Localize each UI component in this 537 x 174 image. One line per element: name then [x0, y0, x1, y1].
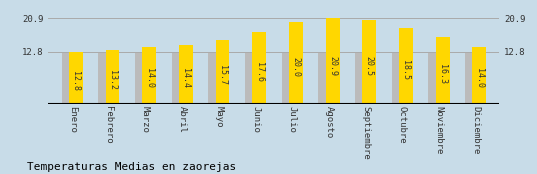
Text: 15.7: 15.7: [218, 65, 227, 85]
Text: 20.9: 20.9: [328, 56, 337, 76]
Bar: [106, 50, 119, 104]
Bar: [69, 52, 83, 104]
Bar: [436, 37, 449, 104]
Bar: [362, 20, 376, 104]
Bar: [179, 45, 193, 104]
Bar: [135, 53, 149, 104]
Text: 16.3: 16.3: [438, 64, 447, 84]
Text: 12.8: 12.8: [71, 71, 81, 91]
Bar: [325, 18, 339, 104]
Bar: [171, 53, 185, 104]
Bar: [399, 28, 413, 104]
Text: 20.0: 20.0: [292, 57, 300, 77]
Bar: [252, 32, 266, 104]
Bar: [281, 53, 295, 104]
Text: 20.5: 20.5: [365, 56, 374, 76]
Text: 14.0: 14.0: [144, 68, 154, 88]
Bar: [62, 53, 76, 104]
Bar: [465, 53, 479, 104]
Text: 18.5: 18.5: [401, 60, 410, 80]
Text: 14.4: 14.4: [182, 68, 190, 88]
Bar: [142, 47, 156, 104]
Bar: [318, 53, 332, 104]
Bar: [98, 53, 112, 104]
Text: 13.2: 13.2: [108, 70, 117, 90]
Bar: [472, 47, 486, 104]
Bar: [391, 53, 405, 104]
Bar: [208, 53, 222, 104]
Bar: [429, 53, 442, 104]
Text: 17.6: 17.6: [255, 62, 264, 82]
Text: Temperaturas Medias en zaorejas: Temperaturas Medias en zaorejas: [27, 162, 236, 172]
Text: 14.0: 14.0: [475, 68, 484, 88]
Bar: [355, 53, 369, 104]
Bar: [245, 53, 259, 104]
Bar: [289, 22, 303, 104]
Bar: [215, 39, 229, 104]
